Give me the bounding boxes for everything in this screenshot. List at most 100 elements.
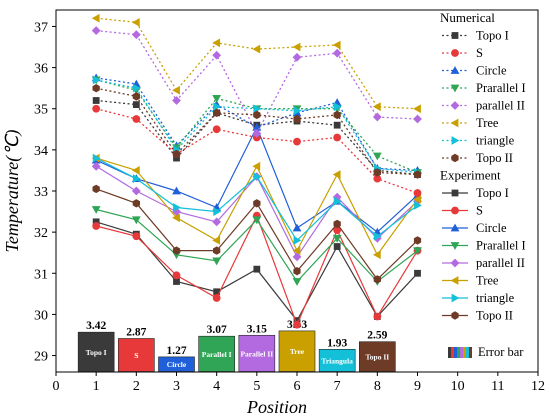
numerical-point	[213, 108, 221, 117]
error-bar-label: Triangula	[321, 356, 353, 365]
error-bar	[238, 334, 276, 372]
experiment-point	[131, 216, 141, 225]
experiment-point	[413, 247, 422, 256]
numerical-point	[333, 102, 342, 112]
x-tick-label: 7	[334, 379, 341, 394]
experiment-point	[293, 235, 302, 245]
legend-entry-experiment: Tree	[476, 274, 499, 288]
experiment-point	[131, 186, 141, 196]
numerical-point	[91, 13, 100, 23]
experiment-point	[333, 226, 342, 234]
experiment-point	[332, 234, 342, 243]
experiment-point	[132, 174, 141, 184]
experiment-point	[91, 206, 101, 214]
experiment-point	[213, 246, 221, 255]
numerical-point	[172, 149, 181, 159]
legend-marker	[451, 49, 459, 57]
legend-entry-experiment: triangle	[476, 291, 515, 305]
experiment-point	[332, 170, 341, 179]
numerical-point	[292, 52, 302, 62]
experiment-point	[212, 257, 222, 266]
experiment-series	[92, 184, 422, 284]
error-bar-value: 1.27	[166, 345, 186, 357]
experiment-point	[92, 218, 100, 226]
numerical-point	[213, 102, 222, 112]
numerical-point	[252, 129, 262, 138]
numerical-series	[92, 84, 422, 179]
error-bar-label: Parallel I	[202, 350, 232, 359]
experiment-point	[292, 252, 302, 262]
legend-entry-experiment: parallel II	[476, 256, 525, 270]
experiment-point	[212, 217, 222, 227]
experiment-point	[293, 320, 301, 329]
error-bar-value: 2.59	[367, 330, 387, 342]
y-tick-label: 35	[34, 103, 48, 118]
experiment-point	[414, 269, 421, 277]
numerical-point	[333, 133, 342, 142]
numerical-point	[212, 38, 221, 48]
legend-entry-experiment: Topo I	[476, 186, 509, 200]
experiment-point	[172, 213, 180, 223]
y-tick-label: 36	[34, 62, 48, 77]
error-bar-label: Topo II	[365, 353, 389, 362]
legend-marker	[451, 189, 459, 197]
experiment-point	[91, 161, 101, 171]
legend-entry-experiment: Circle	[476, 221, 507, 235]
legend-marker	[451, 293, 460, 303]
error-bar-legend-stripe	[457, 347, 460, 358]
error-bar-legend-stripe	[448, 347, 451, 358]
numerical-point	[293, 106, 302, 116]
error-bar-label: Circle	[167, 360, 187, 369]
experiment-point	[172, 186, 181, 195]
error-bar-legend-stripe	[466, 347, 469, 358]
error-bar-value: 1.93	[327, 337, 347, 349]
legend-marker	[450, 223, 460, 232]
experiment-point	[292, 278, 302, 286]
y-axis-title: Temperature(℃)	[2, 130, 23, 253]
x-tick-label: 8	[374, 379, 381, 394]
legend-title-numerical: Numerical	[440, 10, 495, 25]
error-bar	[118, 338, 155, 372]
error-bar	[77, 331, 115, 372]
numerical-point	[92, 75, 101, 85]
error-bar-legend-stripe	[451, 347, 454, 358]
legend-marker	[451, 136, 460, 145]
numerical-point	[172, 85, 180, 95]
experiment-point	[413, 194, 421, 204]
legend-entry-numerical: Tree	[476, 116, 499, 130]
legend-marker	[450, 258, 460, 268]
numerical-point	[332, 48, 342, 58]
numerical-point	[413, 189, 422, 197]
error-bar-legend-label: Error bar	[478, 345, 524, 359]
numerical-point	[91, 26, 101, 35]
legend-marker	[451, 311, 459, 320]
error-bar	[318, 349, 356, 372]
x-tick-label: 4	[213, 379, 220, 394]
error-bar-value: 3.42	[86, 320, 106, 332]
experiment-point	[372, 250, 381, 260]
experiment-point	[132, 199, 140, 208]
x-tick-label: 5	[253, 379, 260, 394]
numerical-point	[92, 104, 101, 113]
experiment-point	[92, 184, 100, 194]
numerical-point	[253, 110, 261, 120]
numerical-point	[332, 40, 341, 50]
experiment-point	[172, 271, 181, 280]
legend-entry-numerical: S	[476, 46, 483, 60]
error-bar	[278, 330, 316, 372]
y-tick-label: 31	[34, 267, 48, 282]
legend-entry-experiment: S	[476, 204, 483, 218]
error-bar-value: 3.15	[247, 323, 267, 335]
numerical-series	[91, 13, 421, 114]
legend-entry-numerical: Topo I	[476, 29, 509, 43]
legend-marker	[450, 84, 460, 93]
error-bar-legend-stripe	[469, 347, 472, 358]
experiment-point	[253, 172, 262, 182]
experiment-point	[172, 246, 181, 255]
experiment-point	[173, 278, 180, 285]
error-bar-label: Topo I	[86, 348, 107, 357]
legend-marker	[451, 32, 459, 39]
numerical-point	[333, 110, 341, 120]
